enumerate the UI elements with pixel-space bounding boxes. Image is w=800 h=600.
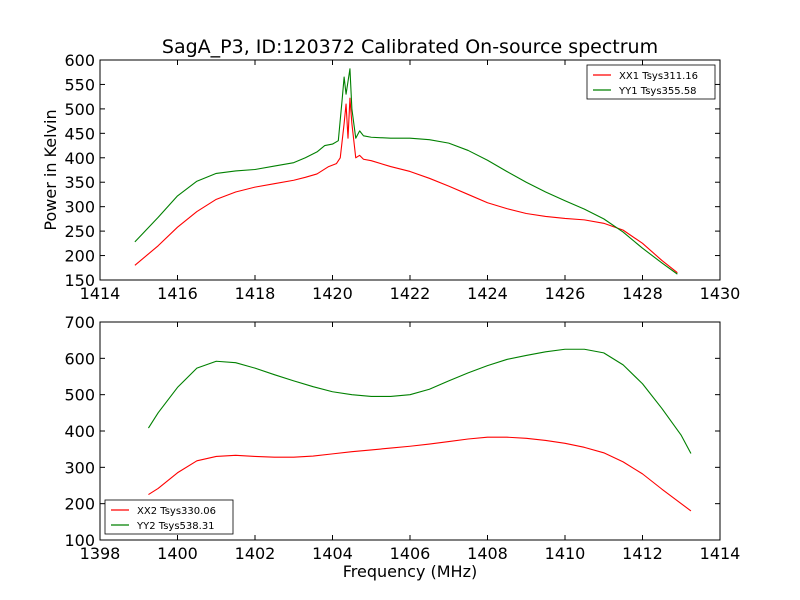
panel-2-xtick-label: 1398 bbox=[80, 544, 121, 563]
panel-2-legend-label-1: XX2 Tsys330.06 bbox=[137, 506, 216, 517]
panel-2-xtick-label: 1414 bbox=[700, 544, 741, 563]
panel-1-xtick-label: 1416 bbox=[157, 284, 198, 303]
panel-1-ytick-label: 550 bbox=[64, 75, 95, 94]
panel-1-legend-label-2: YY1 Tsys355.58 bbox=[618, 86, 697, 97]
panel-1-legend: XX1 Tsys311.16 YY1 Tsys355.58 bbox=[586, 64, 716, 100]
panels: 1414 1416 1418 1420 1422 1424 1426 1428 1430 150 2… bbox=[41, 51, 740, 581]
panel-1-ytick-label: 500 bbox=[64, 100, 95, 119]
panel-2-xtick-label: 1404 bbox=[312, 544, 353, 563]
panel-2-legend: XX2 Tsys330.06 YY2 Tsys538.31 bbox=[104, 499, 234, 535]
panel-2-legend-label-2: YY2 Tsys538.31 bbox=[136, 521, 215, 532]
panel-1-xtick-label: 1430 bbox=[700, 284, 741, 303]
panel-1-legend-box bbox=[586, 64, 716, 100]
panel-2-xtick-label: 1402 bbox=[235, 544, 276, 563]
panel-2-ytick-label: 100 bbox=[64, 531, 95, 550]
panel-1-series-2-line bbox=[134, 68, 678, 275]
panel-1-legend-label-1: XX1 Tsys311.16 bbox=[619, 71, 698, 82]
panel-2-xtick-label: 1406 bbox=[390, 544, 431, 563]
panel-2-xtick-label: 1408 bbox=[467, 544, 508, 563]
panel-1-ytick-label: 450 bbox=[64, 124, 95, 143]
panel-1-series-1-line bbox=[134, 97, 678, 274]
panel-1-xtick-label: 1420 bbox=[312, 284, 353, 303]
panel-1-ytick-label: 150 bbox=[64, 271, 95, 290]
panel-1-xtick-label: 1426 bbox=[545, 284, 586, 303]
panel-1-ylabel: Power in Kelvin bbox=[41, 109, 60, 230]
panel-2-xlabel: Frequency (MHz) bbox=[343, 562, 477, 581]
panel-1-ytick-label: 250 bbox=[64, 222, 95, 241]
panel-2-ytick-label: 300 bbox=[64, 458, 95, 477]
panel-1-ytick-label: 200 bbox=[64, 247, 95, 266]
panel-2-series-1-line bbox=[148, 436, 692, 512]
panel-1-ytick-label: 300 bbox=[64, 198, 95, 217]
panel-1-xtick-label: 1428 bbox=[622, 284, 663, 303]
panel-1-ytick-label: 600 bbox=[64, 51, 95, 70]
panel-2-ytick-label: 600 bbox=[64, 349, 95, 368]
panel-2-ytick-label: 400 bbox=[64, 422, 95, 441]
panel-2: 1398 1400 1402 1404 1406 1408 1410 1412 1414 100 2… bbox=[64, 313, 740, 581]
panel-1: 1414 1416 1418 1420 1422 1424 1426 1428 1430 150 2… bbox=[41, 51, 740, 303]
panel-2-xtick-label: 1412 bbox=[622, 544, 663, 563]
panel-1-ytick-label: 350 bbox=[64, 173, 95, 192]
panel-2-ytick-label: 700 bbox=[64, 313, 95, 332]
panel-2-xtick-label: 1410 bbox=[545, 544, 586, 563]
figure-title: SagA_P3, ID:120372 Calibrated On-source … bbox=[162, 36, 658, 58]
panel-2-xtick-label: 1400 bbox=[157, 544, 198, 563]
panel-1-xtick-label: 1424 bbox=[467, 284, 508, 303]
panel-2-legend-box bbox=[104, 499, 234, 535]
panel-1-xtick-label: 1422 bbox=[390, 284, 431, 303]
panel-1-xtick-label: 1414 bbox=[80, 284, 121, 303]
panel-2-ytick-label: 200 bbox=[64, 495, 95, 514]
panel-1-ytick-label: 400 bbox=[64, 149, 95, 168]
panel-2-ytick-label: 500 bbox=[64, 386, 95, 405]
panel-2-series-2-line bbox=[147, 348, 692, 454]
panel-1-xtick-label: 1418 bbox=[235, 284, 276, 303]
